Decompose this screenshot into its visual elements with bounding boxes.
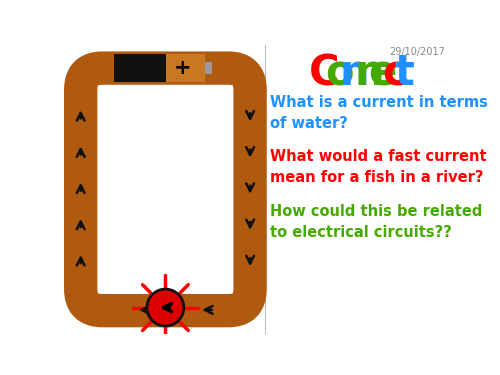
Text: o: o [325,53,354,94]
Bar [166,54,204,82]
Text: n: n [354,53,384,94]
Text: c: c [382,53,406,94]
Text: 29/10/2017: 29/10/2017 [389,47,445,57]
Bar [114,54,166,82]
Text: What is a current in terms
of water?: What is a current in terms of water? [270,95,488,131]
Text: How could this be related
to electrical circuits??: How could this be related to electrical … [270,204,482,240]
Bar [204,62,212,74]
Text: n: n [340,53,369,94]
Text: What would a fast current
mean for a fish in a river?: What would a fast current mean for a fis… [270,149,486,185]
Text: C: C [308,53,339,94]
Text: e: e [368,53,397,94]
Text: +: + [174,58,192,78]
Text: t: t [395,53,414,94]
Circle shape [147,289,184,326]
